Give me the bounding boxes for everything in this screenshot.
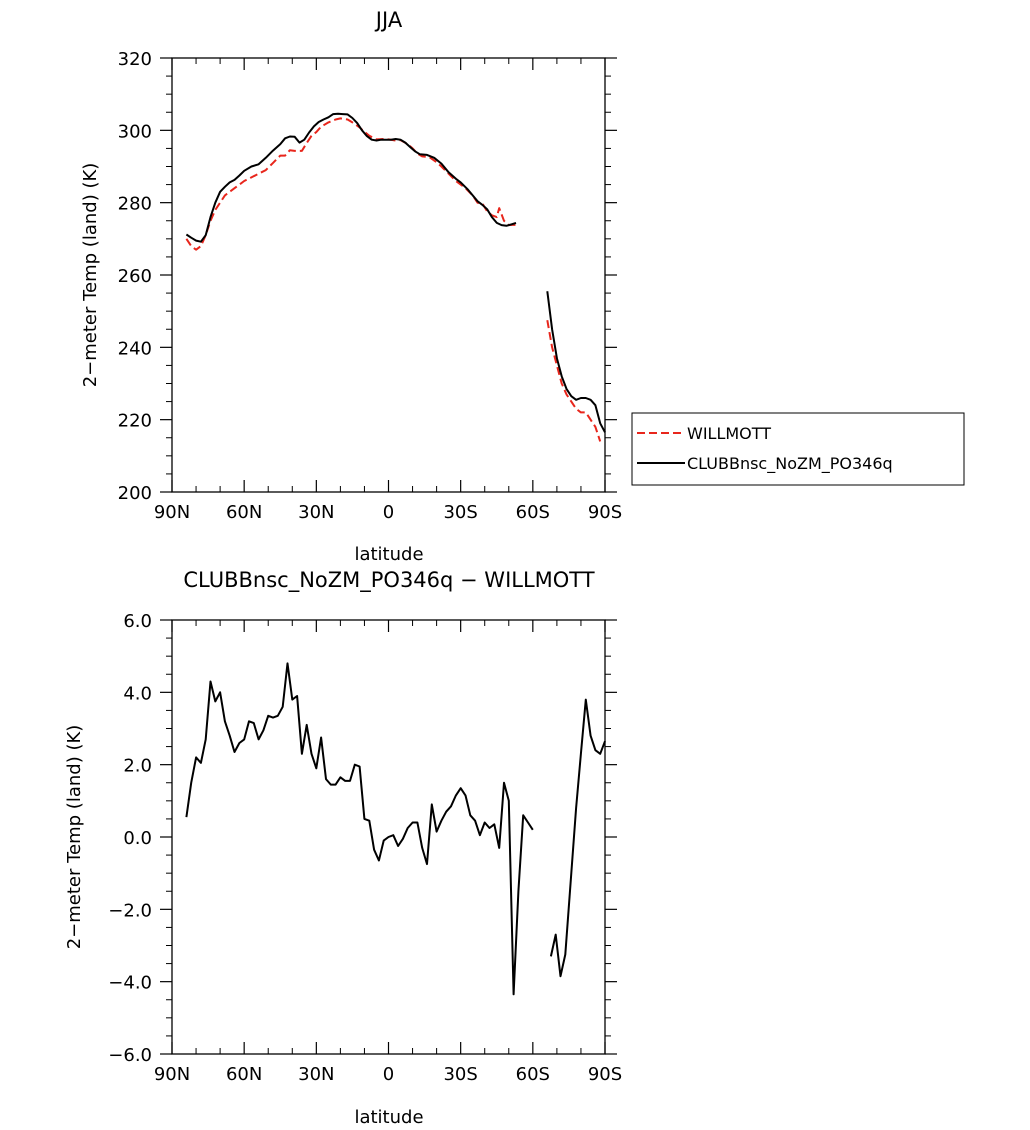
y-tick-label: 300 — [118, 121, 152, 142]
y-tick-label: 200 — [118, 483, 152, 504]
y-tick-label: 320 — [118, 49, 152, 70]
x-tick-label: 60S — [516, 502, 550, 523]
x-axis-label: latitude — [354, 1107, 423, 1128]
series-line-0-segment-1 — [549, 698, 606, 978]
x-tick-label: 30N — [298, 502, 334, 523]
y-tick-label: −6.0 — [108, 1045, 152, 1066]
series-line-0-segment-0 — [185, 117, 519, 251]
tick-labels: 90N 60N 30N 0 30S 60S 90S −6.0 −4.0 −2.0 0.0 2.0 4.0… — [108, 611, 622, 1085]
x-tick-label: 0 — [383, 502, 394, 523]
series-line-0-segment-1 — [546, 320, 602, 442]
y-tick-label: 6.0 — [123, 611, 152, 632]
chart-title: CLUBBnsc_NoZM_PO346q − WILLMOTT — [183, 568, 594, 593]
x-tick-label: 60N — [226, 1064, 262, 1085]
chart-title: JJA — [374, 8, 403, 32]
y-tick-label: 0.0 — [123, 828, 152, 849]
plot-frame — [171, 57, 606, 493]
y-tick-label: −2.0 — [108, 900, 152, 921]
legend-label-clubb: CLUBBnsc_NoZM_PO346q — [687, 454, 893, 474]
series-line-0-segment-0 — [185, 662, 534, 996]
y-axis-label: 2−meter Temp (land) (K) — [80, 163, 101, 388]
temperature-chart: JJA 90N 60N 30N 0 30S 60S 90S 200 220 240 260 280 30… — [80, 8, 965, 565]
x-tick-label: 0 — [383, 1064, 394, 1085]
legend-label-willmott: WILLMOTT — [687, 424, 771, 443]
series-lines — [185, 112, 606, 442]
x-tick-label: 90N — [154, 502, 190, 523]
y-tick-label: −4.0 — [108, 973, 152, 994]
y-tick-label: 260 — [118, 266, 152, 287]
legend-box — [631, 412, 965, 486]
axis-ticks — [160, 57, 617, 493]
x-tick-label: 90S — [588, 502, 622, 523]
series-lines — [185, 662, 606, 996]
series-line-1-segment-0 — [185, 112, 517, 243]
difference-chart: CLUBBnsc_NoZM_PO346q − WILLMOTT 90N 60N 30… — [64, 568, 622, 1128]
x-tick-label: 30N — [298, 1064, 334, 1085]
y-tick-label: 280 — [118, 194, 152, 215]
y-tick-label: 4.0 — [123, 683, 152, 704]
x-axis-label: latitude — [354, 544, 423, 565]
legend: WILLMOTT CLUBBnsc_NoZM_PO346q — [631, 412, 965, 486]
tick-labels: 90N 60N 30N 0 30S 60S 90S 200 220 240 260 280 300 320 — [118, 49, 623, 523]
y-tick-label: 240 — [118, 338, 152, 359]
y-tick-label: 220 — [118, 411, 152, 432]
x-tick-label: 90N — [154, 1064, 190, 1085]
y-tick-label: 2.0 — [123, 756, 152, 777]
x-tick-label: 60S — [516, 1064, 550, 1085]
series-line-1-segment-1 — [546, 291, 606, 433]
x-tick-label: 90S — [588, 1064, 622, 1085]
y-axis-label: 2−meter Temp (land) (K) — [64, 725, 85, 950]
x-tick-label: 60N — [226, 502, 262, 523]
axis-ticks — [160, 619, 617, 1055]
x-tick-label: 30S — [443, 1064, 477, 1085]
x-tick-label: 30S — [443, 502, 477, 523]
